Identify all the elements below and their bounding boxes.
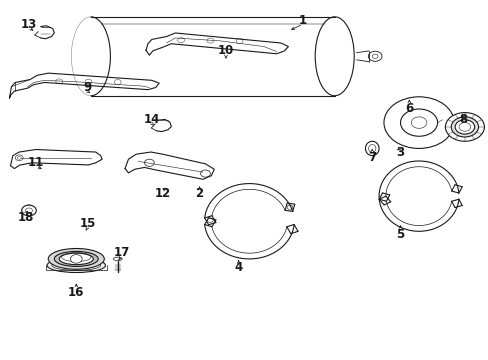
Circle shape (15, 155, 23, 161)
Ellipse shape (48, 248, 104, 269)
Ellipse shape (365, 141, 378, 156)
Circle shape (144, 159, 154, 166)
Text: 11: 11 (28, 156, 44, 169)
Circle shape (445, 113, 484, 141)
Text: 13: 13 (21, 18, 37, 31)
Text: 14: 14 (143, 113, 160, 126)
Circle shape (367, 51, 381, 61)
Text: 5: 5 (396, 228, 404, 241)
Text: 10: 10 (217, 44, 234, 57)
Text: 15: 15 (79, 217, 96, 230)
Text: 7: 7 (367, 151, 376, 164)
Text: 17: 17 (113, 246, 129, 259)
Ellipse shape (54, 251, 98, 266)
Text: 12: 12 (154, 187, 170, 200)
Text: 2: 2 (195, 187, 203, 200)
Text: 1: 1 (298, 14, 306, 27)
Circle shape (21, 205, 36, 216)
Text: 18: 18 (18, 211, 34, 224)
Text: 4: 4 (234, 261, 242, 274)
Ellipse shape (315, 17, 353, 96)
Text: 3: 3 (396, 145, 404, 158)
Circle shape (200, 170, 210, 177)
Ellipse shape (113, 257, 122, 261)
Text: 8: 8 (458, 113, 466, 126)
Ellipse shape (47, 258, 105, 273)
Circle shape (450, 117, 478, 137)
Circle shape (454, 120, 474, 134)
Text: 6: 6 (405, 102, 412, 115)
Ellipse shape (59, 253, 93, 265)
Text: 9: 9 (83, 81, 91, 94)
Text: 16: 16 (68, 287, 84, 300)
Circle shape (70, 255, 82, 263)
Ellipse shape (52, 260, 101, 270)
Circle shape (383, 97, 453, 148)
